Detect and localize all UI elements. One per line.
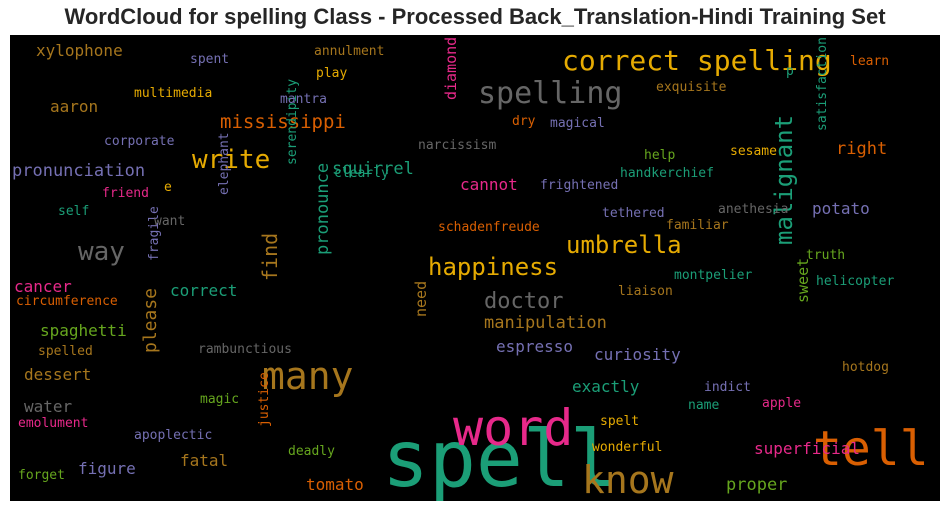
word-spaghetti: spaghetti <box>40 321 127 340</box>
word-hotdog: hotdog <box>842 360 889 375</box>
wordcloud-canvas: spell word tell know many spelling correct spe… <box>10 35 940 501</box>
word-emolument: emolument <box>18 416 89 431</box>
word-squirrel: squirrel <box>332 159 414 179</box>
word-handkerchief: handkerchief <box>620 166 714 181</box>
word-many: many <box>262 354 354 398</box>
word-deadly: deadly <box>288 444 335 459</box>
word-familiar: familiar <box>666 218 729 233</box>
word-narcissism: narcissism <box>418 138 497 153</box>
word-play: play <box>316 66 348 81</box>
word-way: way <box>78 237 125 267</box>
word-diamond: diamond <box>442 37 460 101</box>
word-spelt: spelt <box>600 414 640 429</box>
word-magic: magic <box>200 392 240 407</box>
word-exactly: exactly <box>572 377 640 396</box>
word-tomato: tomato <box>306 475 364 494</box>
word-want: want <box>154 214 186 229</box>
word-corporate: corporate <box>104 134 175 149</box>
word-tethered: tethered <box>602 206 665 221</box>
word-umbrella: umbrella <box>566 231 682 259</box>
word-e: e <box>164 180 172 195</box>
word-wonderful: wonderful <box>592 440 663 455</box>
word-montpelier: montpelier <box>674 268 753 283</box>
word-help: help <box>644 148 676 163</box>
word-sweet: sweet <box>794 257 812 303</box>
word-need: need <box>412 280 430 317</box>
word-dry: dry <box>512 114 536 129</box>
word-multimedia: multimedia <box>134 86 213 101</box>
word-doctor: doctor <box>484 289 564 314</box>
word-clearly: clearly <box>334 166 389 181</box>
word-spent: spent <box>190 52 230 67</box>
word-malignant: malignant <box>770 114 798 245</box>
word-please: please <box>140 287 161 353</box>
word-satisfaction: satisfaction <box>815 37 830 131</box>
word-cannot: cannot <box>460 175 518 194</box>
word-magical: magical <box>550 116 605 131</box>
word-water: water <box>24 397 73 416</box>
word-figure: figure <box>78 459 136 478</box>
word-pronounce: pronounce <box>313 162 333 255</box>
word-pronunciation: pronunciation <box>12 161 146 181</box>
word-know: know <box>582 458 674 501</box>
word-aaron: aaron <box>50 97 99 116</box>
word-annulment: annulment <box>314 44 385 59</box>
word-learn: learn <box>850 54 890 69</box>
word-cancer: cancer <box>14 277 72 296</box>
word-right: right <box>836 139 888 159</box>
word-friend: friend <box>102 186 149 201</box>
word-frightened: frightened <box>540 178 619 193</box>
word-espresso: espresso <box>496 337 574 356</box>
word-spelled: spelled <box>38 344 93 359</box>
word-spell: spell <box>382 415 617 501</box>
word-exquisite: exquisite <box>656 80 727 95</box>
chart-title: WordCloud for spelling Class - Processed… <box>64 4 886 29</box>
word-liaison: liaison <box>618 284 673 299</box>
word-manipulation: manipulation <box>484 313 607 333</box>
word-apoplectic: apoplectic <box>134 428 213 443</box>
word-sesame: sesame <box>730 144 777 159</box>
word-truth: truth <box>806 248 846 263</box>
word-name: name <box>688 398 720 413</box>
word-word: word <box>453 399 574 457</box>
word-fatal: fatal <box>180 451 229 470</box>
word-tell: tell <box>813 421 929 477</box>
word-anethesia: anethesia <box>718 202 789 217</box>
word-elephant: elephant <box>217 132 232 195</box>
word-correct: correct <box>170 281 238 300</box>
word-dessert: dessert <box>24 365 92 384</box>
word-self: self <box>58 204 90 219</box>
word-spelling: spelling <box>478 76 623 111</box>
word-potato: potato <box>812 199 870 218</box>
word-rambunctious: rambunctious <box>198 342 292 357</box>
word-justice: justice <box>257 372 272 427</box>
word-happiness: happiness <box>428 253 559 281</box>
word-schadenfreude: schadenfreude <box>438 220 540 235</box>
word-circumference: circumference <box>16 294 118 309</box>
word-forget: forget <box>18 468 65 483</box>
word-apple: apple <box>762 396 802 411</box>
word-helicopter: helicopter <box>816 274 895 289</box>
word-p: p <box>786 64 794 79</box>
word-mantra: mantra <box>280 92 327 107</box>
word-xylophone: xylophone <box>36 41 123 60</box>
word-correct-spelling: correct spelling <box>562 44 832 77</box>
word-curiosity: curiosity <box>594 345 681 364</box>
word-find: find <box>258 232 282 281</box>
word-mississippi: mississippi <box>220 111 346 133</box>
word-write: write <box>192 145 271 175</box>
word-superficial: superficial <box>754 439 860 458</box>
word-proper: proper <box>726 475 788 495</box>
word-indict: indict <box>704 380 751 395</box>
